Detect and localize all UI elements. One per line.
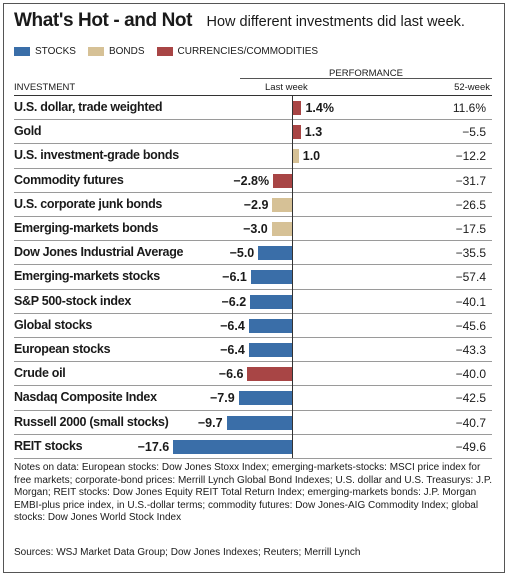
week52-value: −40.7 xyxy=(455,415,486,430)
row-label: Crude oil xyxy=(14,366,66,381)
week52-value: −43.3 xyxy=(455,343,486,357)
week52-value: −35.5 xyxy=(455,246,486,261)
legend-item-stocks: STOCKS xyxy=(14,46,76,57)
sources: Sources: WSJ Market Data Group; Dow Jone… xyxy=(14,547,361,558)
performance-rule xyxy=(240,78,492,79)
legend-item-bonds: BONDS xyxy=(87,46,145,57)
legend-label-bonds: BONDS xyxy=(108,46,145,57)
row-label: U.S. dollar, trade weighted xyxy=(14,100,163,114)
bar-emerging-markets-bonds xyxy=(271,222,292,236)
bar-u-s-investment-grade-bonds xyxy=(292,149,299,164)
bar-dow-jones-industrial-average xyxy=(258,246,292,261)
legend-swatch-bonds xyxy=(87,47,104,56)
bar-european-stocks xyxy=(248,343,292,357)
last-week-value: −2.9 xyxy=(243,197,269,212)
zero-axis-line xyxy=(292,96,293,458)
last-week-value: −17.6 xyxy=(137,439,170,454)
table-row-u-s-dollar-trade-weighted: U.S. dollar, trade weighted 1.4% 11.6% xyxy=(14,96,492,121)
table-row-reit-stocks: REIT stocks −17.6 −49.6 xyxy=(14,435,492,459)
bar-s-p-500-stock-index xyxy=(250,294,292,309)
bar-crude-oil xyxy=(247,367,292,382)
last-week-value: −9.7 xyxy=(197,415,223,430)
legend-label-currencies-commodities: CURRENCIES/COMMODITIES xyxy=(177,46,319,57)
week52-value: −49.6 xyxy=(455,439,486,454)
row-label: Commodity futures xyxy=(14,172,124,187)
bar-commodity-futures xyxy=(273,173,292,188)
last-week-value: 1.0 xyxy=(302,149,321,164)
last-week-value: −2.8% xyxy=(233,173,270,188)
last-week-value: −3.0 xyxy=(243,222,268,236)
investment-column-header: INVESTMENT xyxy=(14,82,76,93)
legend-swatch-currencies-commodities xyxy=(156,47,173,56)
table-row-commodity-futures: Commodity futures −2.8% −31.7 xyxy=(14,169,492,193)
table-row-u-s-investment-grade-bonds: U.S. investment-grade bonds 1.0 −12.2 xyxy=(14,144,492,169)
header-rule xyxy=(14,95,492,96)
week52-value: −12.2 xyxy=(455,149,486,164)
row-label: Russell 2000 (small stocks) xyxy=(14,414,169,429)
table-row-gold: Gold 1.3 −5.5 xyxy=(14,120,492,145)
table-row-russell-2000-small-stocks: Russell 2000 (small stocks) −9.7 −40.7 xyxy=(14,411,492,435)
week52-value: 11.6% xyxy=(452,101,486,115)
bar-gold xyxy=(292,125,301,140)
row-label: REIT stocks xyxy=(14,438,83,453)
row-label: Emerging-markets stocks xyxy=(14,269,160,284)
row-label: Global stocks xyxy=(14,317,93,332)
legend-label-stocks: STOCKS xyxy=(35,46,76,57)
table-row-s-p-500-stock-index: S&P 500-stock index −6.2 −40.1 xyxy=(14,290,492,314)
notes: Notes on data: European stocks: Dow Jone… xyxy=(14,462,492,524)
row-label: U.S. investment-grade bonds xyxy=(14,148,179,163)
table-row-emerging-markets-stocks: Emerging-markets stocks −6.1 −57.4 xyxy=(14,265,492,290)
row-label: Dow Jones Industrial Average xyxy=(14,245,184,260)
performance-header: PERFORMANCE xyxy=(329,68,403,79)
row-label: Emerging-markets bonds xyxy=(14,221,159,235)
header: What's Hot - and Not How different inves… xyxy=(14,10,465,32)
bar-u-s-corporate-junk-bonds xyxy=(272,197,292,212)
week52-value: −40.0 xyxy=(455,367,486,382)
week52-value: −45.6 xyxy=(455,318,486,333)
row-label: S&P 500-stock index xyxy=(14,293,132,308)
row-label: European stocks xyxy=(14,342,111,356)
chart-frame xyxy=(3,3,505,573)
last-week-value: −7.9 xyxy=(210,391,235,406)
week52-value: −40.1 xyxy=(455,294,486,309)
table-row-european-stocks: European stocks −6.4 −43.3 xyxy=(14,338,492,363)
bar-global-stocks xyxy=(248,318,292,333)
week52-value: −17.5 xyxy=(455,222,486,236)
row-label: U.S. corporate junk bonds xyxy=(14,196,163,211)
last-week-value: −6.2 xyxy=(221,294,247,309)
table-row-dow-jones-industrial-average: Dow Jones Industrial Average −5.0 −35.5 xyxy=(14,241,492,266)
table-row-u-s-corporate-junk-bonds: U.S. corporate junk bonds −2.9 −26.5 xyxy=(14,193,492,217)
bar-russell-2000-small-stocks xyxy=(226,415,292,430)
last-week-value: −5.0 xyxy=(229,246,255,261)
row-label: Gold xyxy=(14,124,42,139)
week52-column-header: 52-week xyxy=(454,82,490,93)
table-row-emerging-markets-bonds: Emerging-markets bonds −3.0 −17.5 xyxy=(14,217,492,242)
bar-u-s-dollar-trade-weighted xyxy=(292,101,302,115)
week52-value: −31.7 xyxy=(455,173,486,188)
week52-value: −42.5 xyxy=(455,391,486,406)
bar-emerging-markets-stocks xyxy=(250,270,292,285)
bar-reit-stocks xyxy=(173,439,292,454)
table-row-nasdaq-composite-index: Nasdaq Composite Index −7.9 −42.5 xyxy=(14,386,492,411)
last-week-value: −6.4 xyxy=(220,318,245,333)
last-week-column-header: Last week xyxy=(265,82,308,93)
bar-nasdaq-composite-index xyxy=(238,391,292,406)
table-row-crude-oil: Crude oil −6.6 −40.0 xyxy=(14,362,492,387)
week52-value: −26.5 xyxy=(455,197,486,212)
table-row-global-stocks: Global stocks −6.4 −45.6 xyxy=(14,314,492,338)
last-week-value: −6.4 xyxy=(220,343,245,357)
row-label: Nasdaq Composite Index xyxy=(14,390,157,405)
legend: STOCKS BONDS CURRENCIES/COMMODITIES xyxy=(14,46,330,57)
legend-item-currencies-commodities: CURRENCIES/COMMODITIES xyxy=(156,46,319,57)
chart-subtitle: How different investments did last week. xyxy=(206,14,465,30)
week52-value: −57.4 xyxy=(455,270,486,285)
week52-value: −5.5 xyxy=(462,125,486,140)
last-week-value: −6.6 xyxy=(218,367,244,382)
legend-swatch-stocks xyxy=(14,47,30,56)
last-week-value: 1.4% xyxy=(305,101,334,115)
last-week-value: −6.1 xyxy=(222,270,247,285)
last-week-value: 1.3 xyxy=(304,125,323,140)
chart-title: What's Hot - and Not xyxy=(14,10,193,31)
